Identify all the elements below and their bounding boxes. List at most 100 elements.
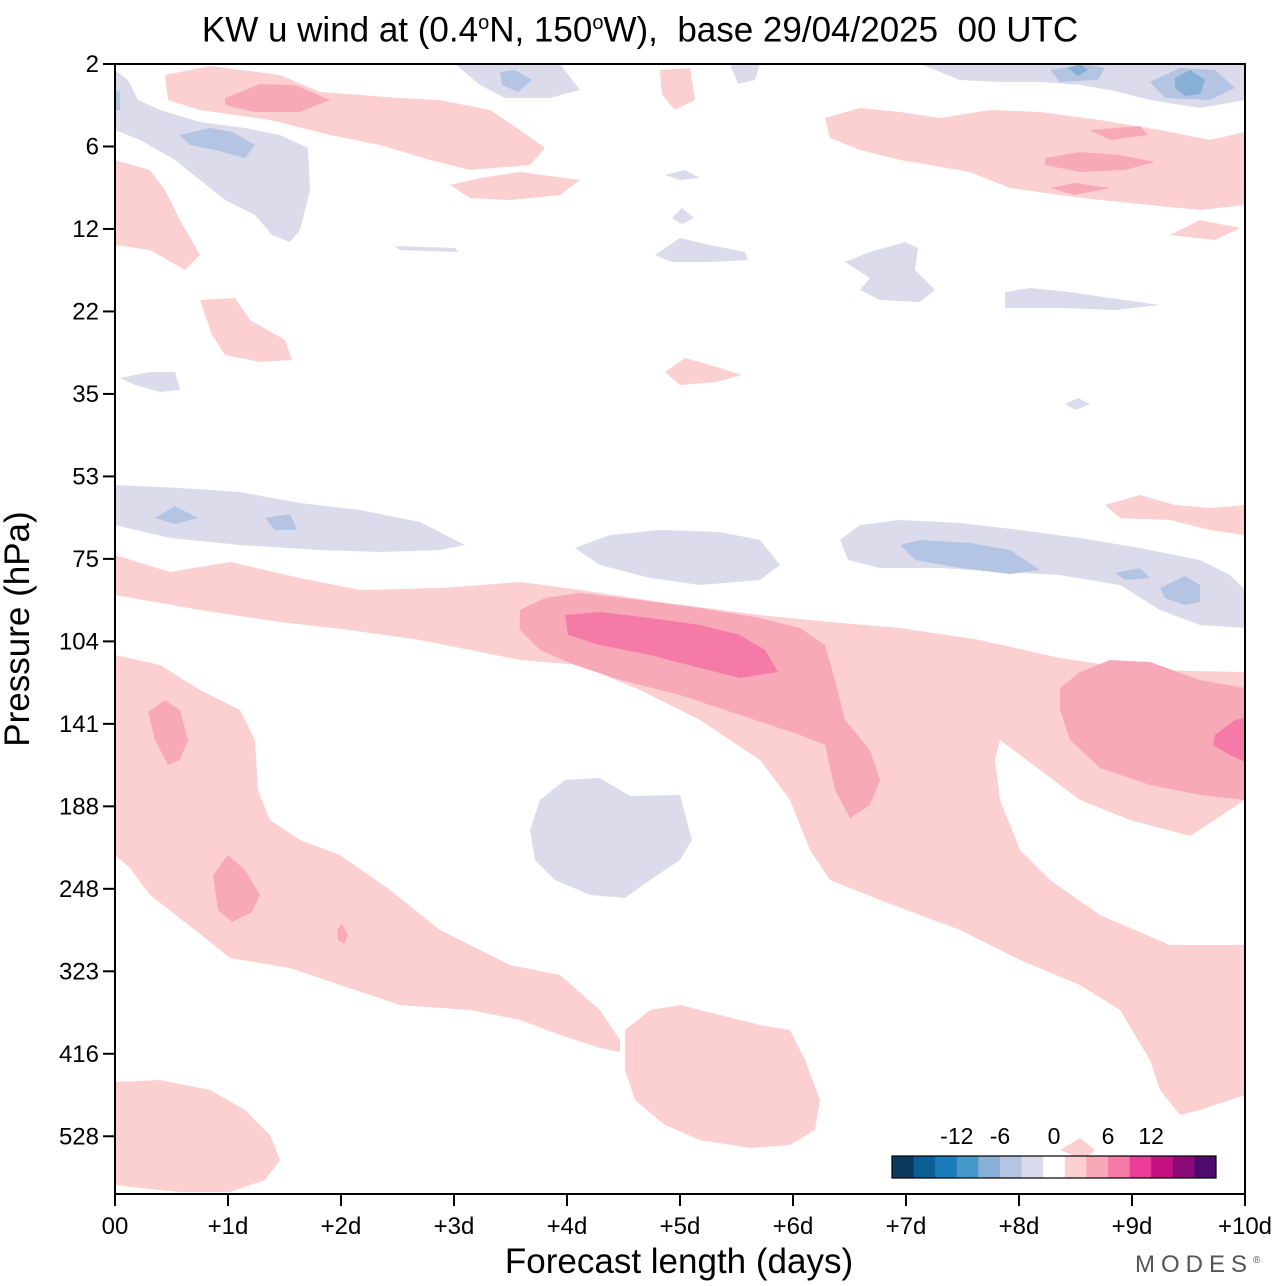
pos-region-bottom-left bbox=[115, 1080, 280, 1192]
neg2-region-80hPa-right bbox=[1115, 568, 1150, 580]
neg2-region-left-edge bbox=[115, 90, 120, 110]
brand-logo: MODES® bbox=[1135, 1251, 1261, 1278]
x-tick-label: +10d bbox=[1218, 1213, 1272, 1240]
y-tick-label: 528 bbox=[59, 1123, 99, 1150]
x-tick-label: +5d bbox=[660, 1213, 701, 1240]
y-tick-label: 2 bbox=[86, 51, 99, 78]
pos-region-22hPa bbox=[200, 298, 292, 362]
pos-region-top-right bbox=[825, 108, 1245, 210]
colorbar-swatch bbox=[1108, 1156, 1131, 1178]
neg-region-36hPa-small bbox=[1065, 398, 1090, 410]
colorbar-label: -12 bbox=[940, 1123, 973, 1149]
colorbar-swatch bbox=[1129, 1156, 1152, 1178]
neg2-region-85hPa-right bbox=[1160, 576, 1200, 605]
colorbar: -12 -6 0 6 12 bbox=[891, 1123, 1217, 1179]
neg-region-14hPa bbox=[655, 238, 748, 262]
neg2-region-top-center bbox=[500, 70, 532, 92]
neg-region-30hPa-left bbox=[120, 372, 180, 392]
pos-region-35hPa bbox=[665, 358, 742, 385]
y-tick-label: 141 bbox=[59, 711, 99, 738]
pos-region-right-53hPa bbox=[1105, 495, 1245, 535]
pos-region-upper-mid bbox=[450, 172, 580, 200]
pos-region-main-band bbox=[115, 555, 1245, 1115]
y-tick-label: 35 bbox=[72, 381, 99, 408]
pos2-region-top-right bbox=[1045, 152, 1155, 172]
neg-region-70hPa-center bbox=[575, 530, 780, 585]
neg-region-18hPa-right bbox=[845, 242, 935, 302]
neg-region-10hPa-small bbox=[672, 208, 694, 224]
y-tick-label: 416 bbox=[59, 1041, 99, 1068]
pos2-region-top-right-2 bbox=[1090, 126, 1148, 140]
pos2-region-top-left bbox=[225, 84, 330, 112]
pos2-region-dot bbox=[337, 924, 348, 944]
pos2-region-right bbox=[1060, 660, 1245, 800]
x-tick-label: +8d bbox=[999, 1213, 1040, 1240]
y-tick-label: 75 bbox=[72, 546, 99, 573]
y-tick-label: 188 bbox=[59, 793, 99, 820]
colorbar-swatch bbox=[1021, 1156, 1044, 1178]
neg2-region-53hPa-a bbox=[155, 506, 198, 524]
y-tick-label: 53 bbox=[72, 463, 99, 490]
x-tick-label: 00 bbox=[102, 1213, 129, 1240]
neg-region-top-left bbox=[115, 70, 310, 242]
neg2-region-70hPa-right bbox=[900, 540, 1040, 574]
x-tick-label: +3d bbox=[434, 1213, 475, 1240]
pos-region-top-center bbox=[660, 68, 695, 110]
neg-region-170hPa-center bbox=[530, 778, 692, 898]
x-axis-label: Forecast length (days) bbox=[504, 1242, 854, 1281]
y-tick-label: 104 bbox=[59, 628, 99, 655]
neg2-region-53hPa-b bbox=[265, 514, 297, 530]
colorbar-frame bbox=[891, 1155, 1217, 1179]
colorbar-swatch bbox=[1043, 1156, 1066, 1178]
pos3-region-central bbox=[565, 612, 778, 678]
pos2-region-248hPa-left bbox=[213, 855, 260, 922]
neg-region-thin-12hPa bbox=[395, 246, 458, 252]
colorbar-swatch bbox=[978, 1156, 1001, 1178]
y-tick-label: 248 bbox=[59, 876, 99, 903]
colorbar-swatch bbox=[1086, 1156, 1109, 1178]
colorbar-label: -6 bbox=[990, 1123, 1010, 1149]
pos2-region-141hPa-left bbox=[148, 700, 188, 765]
colorbar-label: 0 bbox=[1048, 1123, 1061, 1149]
colorbar-swatch bbox=[913, 1156, 936, 1178]
pos-region-bottom-right-small bbox=[1060, 1138, 1095, 1160]
pos3-region-right bbox=[1213, 718, 1245, 762]
colorbar-swatch bbox=[1000, 1156, 1023, 1178]
contour-fields bbox=[115, 64, 1245, 1192]
pos2-region-top-right-3 bbox=[1050, 183, 1110, 195]
pos-region-right-12hPa bbox=[1170, 220, 1240, 240]
colorbar-swatch bbox=[892, 1156, 915, 1178]
colorbar-swatch bbox=[956, 1156, 979, 1178]
x-tick-label: +1d bbox=[208, 1213, 249, 1240]
x-tick-label: +6d bbox=[773, 1213, 814, 1240]
pos-region-left-edge-upper bbox=[115, 160, 200, 270]
y-tick-label: 6 bbox=[86, 133, 99, 160]
colorbar-swatch bbox=[1172, 1156, 1195, 1178]
neg-region-top-right bbox=[920, 64, 1245, 108]
x-tick-label: +7d bbox=[886, 1213, 927, 1240]
colorbar-swatch bbox=[1194, 1156, 1217, 1178]
y-tick-label: 323 bbox=[59, 958, 99, 985]
y-tick-label: 12 bbox=[72, 216, 99, 243]
y-axis-label: Pressure (hPa) bbox=[0, 511, 37, 747]
x-tick-label: +2d bbox=[321, 1213, 362, 1240]
colorbar-swatch bbox=[935, 1156, 958, 1178]
x-axis: 00 +1d +2d +3d +4d +5d +6d +7d +8d +9d +10d bbox=[102, 1194, 1272, 1240]
x-tick-label: +4d bbox=[547, 1213, 588, 1240]
neg3-region-top-right-2 bbox=[1175, 70, 1205, 96]
pos-region-descending-band bbox=[115, 655, 620, 1052]
neg2-region-top-left bbox=[180, 128, 255, 158]
chart-title: KW u wind at (0.4oN, 150oW), base 29/04/… bbox=[201, 10, 1079, 50]
colorbar-swatch bbox=[1151, 1156, 1174, 1178]
colorbar-label: 6 bbox=[1102, 1123, 1115, 1149]
pos-region-lower-center bbox=[625, 1005, 820, 1148]
neg-region-70hPa-right bbox=[840, 520, 1245, 628]
y-tick-label: 22 bbox=[72, 298, 99, 325]
x-tick-label: +9d bbox=[1112, 1213, 1153, 1240]
colorbar-swatch bbox=[1064, 1156, 1087, 1178]
neg3-region-top-right-1 bbox=[1068, 64, 1088, 76]
neg-region-8hPa-small bbox=[665, 170, 700, 180]
pos2-region-central bbox=[520, 593, 880, 818]
neg-region-top-center-2 bbox=[730, 64, 760, 84]
